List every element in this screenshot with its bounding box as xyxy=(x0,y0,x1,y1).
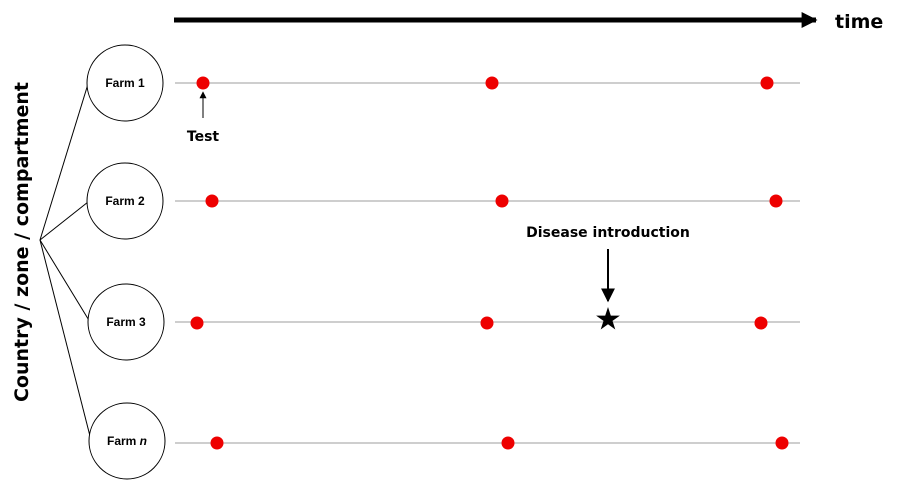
farm-1-circle xyxy=(86,44,164,122)
test-dot-farm-3-3 xyxy=(754,316,768,330)
farm-2-node: Farm 2 xyxy=(86,162,164,240)
connector-farm-1 xyxy=(39,83,89,241)
test-dot-farm-1-3 xyxy=(760,76,774,90)
connector-farm-n xyxy=(39,239,92,441)
farm-1-node: Farm 1 xyxy=(86,44,164,122)
test-dot-farm-3-2 xyxy=(480,316,494,330)
farm-n-circle xyxy=(88,402,166,480)
test-dot-farm-1-2 xyxy=(485,76,499,90)
group-connectors xyxy=(39,83,92,441)
farm-n-label: Farm n xyxy=(107,434,147,448)
test-dot-farm-2-1 xyxy=(205,194,219,208)
test-dot-farm-2-3 xyxy=(769,194,783,208)
farm-3-label: Farm 3 xyxy=(106,315,146,329)
test-dot-farm-3-1 xyxy=(190,316,204,330)
test-dot-farm-1-1 xyxy=(196,76,210,90)
test-dot-farm-n-3 xyxy=(775,436,789,450)
farm-3-node: Farm 3 xyxy=(87,283,165,361)
farm-2-circle xyxy=(86,162,164,240)
connector-farm-3 xyxy=(39,239,91,323)
timelines xyxy=(175,82,800,444)
test-dots xyxy=(190,76,789,450)
test-dot-farm-2-2 xyxy=(495,194,509,208)
test-label: Test xyxy=(187,129,220,145)
disease-introduction-star-icon xyxy=(596,307,620,330)
test-dot-farm-n-2 xyxy=(501,436,515,450)
farm-n-node: Farm n xyxy=(88,402,166,480)
time-axis-label: time xyxy=(835,11,883,33)
farm-2-label: Farm 2 xyxy=(105,194,145,208)
disease-introduction-label: Disease introduction xyxy=(526,225,690,241)
group-label: Country / zone / compartment xyxy=(11,82,33,402)
connector-farm-2 xyxy=(39,201,89,241)
farm-1-label: Farm 1 xyxy=(105,76,145,90)
farm-3-circle xyxy=(87,283,165,361)
test-dot-farm-n-1 xyxy=(210,436,224,450)
